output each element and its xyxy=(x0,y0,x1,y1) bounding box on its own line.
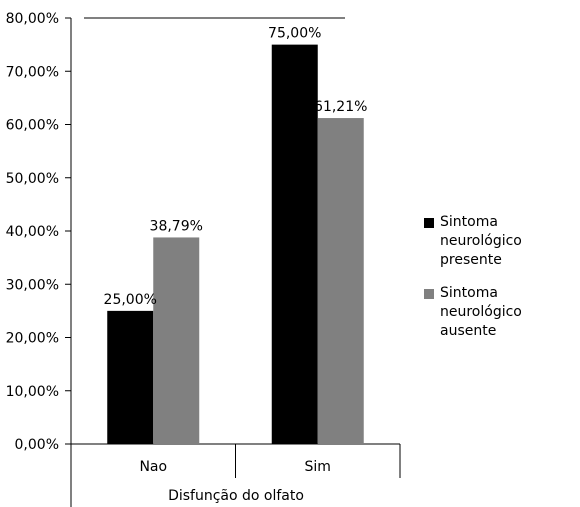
y-tick-label: 20,00% xyxy=(6,331,59,347)
legend-swatch-presente xyxy=(424,218,434,228)
legend-swatch-ausente xyxy=(424,289,434,299)
bar xyxy=(271,44,318,444)
y-tick-label: 70,00% xyxy=(6,64,59,80)
bar xyxy=(107,310,154,444)
y-tick-label: 50,00% xyxy=(6,171,59,187)
y-tick-label: 10,00% xyxy=(6,384,59,400)
y-tick-label: 80,00% xyxy=(6,11,59,27)
y-tick-label: 30,00% xyxy=(6,277,59,293)
x-axis-title: Disfunção do olfato xyxy=(168,488,304,504)
bar xyxy=(317,118,364,444)
y-tick-label: 60,00% xyxy=(6,118,59,134)
x-category-labels: Nao Sim xyxy=(139,459,331,475)
data-label: 61,21% xyxy=(314,99,367,115)
data-label: 25,00% xyxy=(104,292,157,308)
legend-item-presente: Sintoma neurológico presente xyxy=(424,213,580,270)
x-category-label: Sim xyxy=(305,459,331,475)
y-tick-labels: 0,00% 10,00% 20,00% 30,00% 40,00% 50,00% 60,00… xyxy=(6,11,59,453)
y-tick-label: 40,00% xyxy=(6,224,59,240)
data-label: 75,00% xyxy=(268,26,321,42)
data-labels: 25,00% 38,79% 75,00% 61,21% xyxy=(104,26,368,308)
legend-item-ausente: Sintoma neurológico ausente xyxy=(424,284,580,341)
legend: Sintoma neurológico presente Sintoma neu… xyxy=(424,213,580,355)
bar xyxy=(153,237,200,444)
data-label: 38,79% xyxy=(150,218,203,234)
legend-label-ausente: Sintoma neurológico ausente xyxy=(440,285,522,339)
bars xyxy=(107,44,364,444)
y-tick-label: 0,00% xyxy=(15,437,59,453)
legend-label-presente: Sintoma neurológico presente xyxy=(440,214,522,268)
x-category-label: Nao xyxy=(139,459,167,475)
